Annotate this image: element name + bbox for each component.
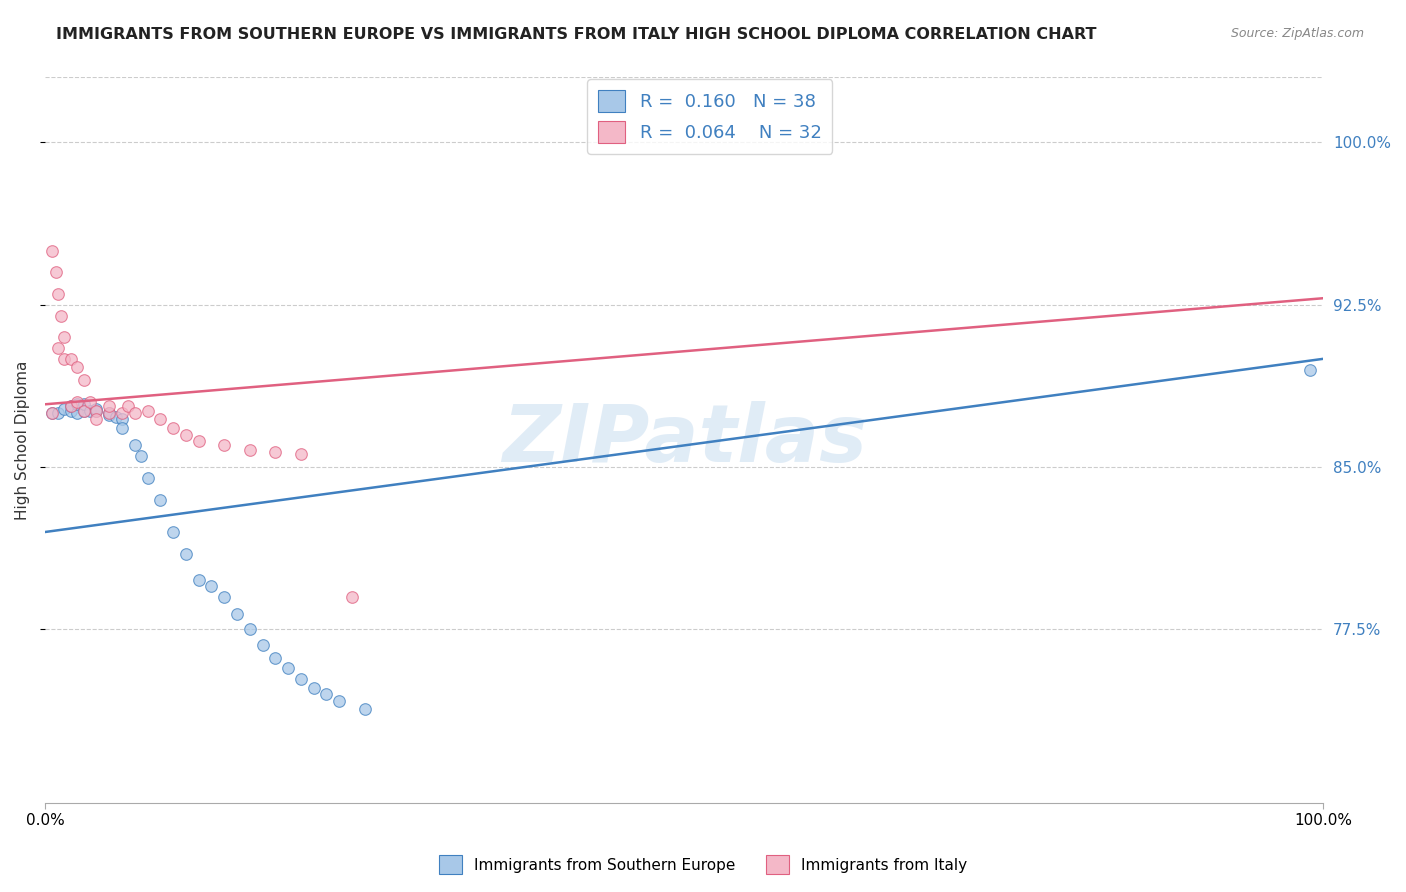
Point	[66, 397, 89, 411]
Point	[59, 403, 82, 417]
Point	[86, 412, 108, 426]
Point	[187, 573, 209, 587]
Point	[226, 607, 249, 622]
Point	[162, 421, 184, 435]
Point	[353, 702, 375, 716]
Point	[117, 400, 139, 414]
Point	[53, 401, 76, 416]
Point	[59, 400, 82, 414]
Point	[46, 286, 69, 301]
Point	[136, 471, 159, 485]
Point	[66, 360, 89, 375]
Point	[1299, 362, 1322, 376]
Point	[212, 438, 235, 452]
Point	[66, 395, 89, 409]
Legend: Immigrants from Southern Europe, Immigrants from Italy: Immigrants from Southern Europe, Immigra…	[433, 849, 973, 880]
Point	[104, 410, 127, 425]
Point	[41, 406, 63, 420]
Point	[49, 309, 72, 323]
Point	[98, 408, 121, 422]
Point	[66, 406, 89, 420]
Point	[174, 427, 197, 442]
Point	[149, 492, 172, 507]
Point	[340, 590, 363, 604]
Legend: R =  0.160   N = 38, R =  0.064    N = 32: R = 0.160 N = 38, R = 0.064 N = 32	[588, 79, 832, 154]
Point	[53, 330, 76, 344]
Point	[239, 442, 262, 457]
Point	[129, 449, 152, 463]
Point	[200, 579, 222, 593]
Point	[98, 406, 121, 420]
Point	[162, 524, 184, 539]
Point	[86, 403, 108, 417]
Point	[124, 438, 146, 452]
Point	[41, 406, 63, 420]
Point	[86, 401, 108, 416]
Point	[174, 547, 197, 561]
Point	[86, 403, 108, 417]
Point	[149, 412, 172, 426]
Point	[315, 687, 337, 701]
Point	[290, 672, 312, 686]
Text: Source: ZipAtlas.com: Source: ZipAtlas.com	[1230, 27, 1364, 40]
Point	[290, 447, 312, 461]
Point	[277, 661, 299, 675]
Point	[124, 406, 146, 420]
Point	[72, 397, 94, 411]
Point	[79, 395, 101, 409]
Point	[252, 638, 274, 652]
Point	[98, 406, 121, 420]
Point	[111, 406, 134, 420]
Point	[302, 681, 325, 695]
Point	[239, 623, 262, 637]
Point	[44, 265, 66, 279]
Point	[41, 244, 63, 258]
Point	[98, 400, 121, 414]
Text: ZIPatlas: ZIPatlas	[502, 401, 866, 479]
Point	[72, 403, 94, 417]
Point	[212, 590, 235, 604]
Point	[111, 421, 134, 435]
Y-axis label: High School Diploma: High School Diploma	[15, 360, 30, 520]
Point	[72, 403, 94, 417]
Text: IMMIGRANTS FROM SOUTHERN EUROPE VS IMMIGRANTS FROM ITALY HIGH SCHOOL DIPLOMA COR: IMMIGRANTS FROM SOUTHERN EUROPE VS IMMIG…	[56, 27, 1097, 42]
Point	[79, 403, 101, 417]
Point	[46, 341, 69, 355]
Point	[72, 374, 94, 388]
Point	[136, 403, 159, 417]
Point	[328, 694, 350, 708]
Point	[53, 351, 76, 366]
Point	[264, 650, 287, 665]
Point	[187, 434, 209, 448]
Point	[59, 400, 82, 414]
Point	[111, 412, 134, 426]
Point	[264, 445, 287, 459]
Point	[59, 351, 82, 366]
Point	[46, 406, 69, 420]
